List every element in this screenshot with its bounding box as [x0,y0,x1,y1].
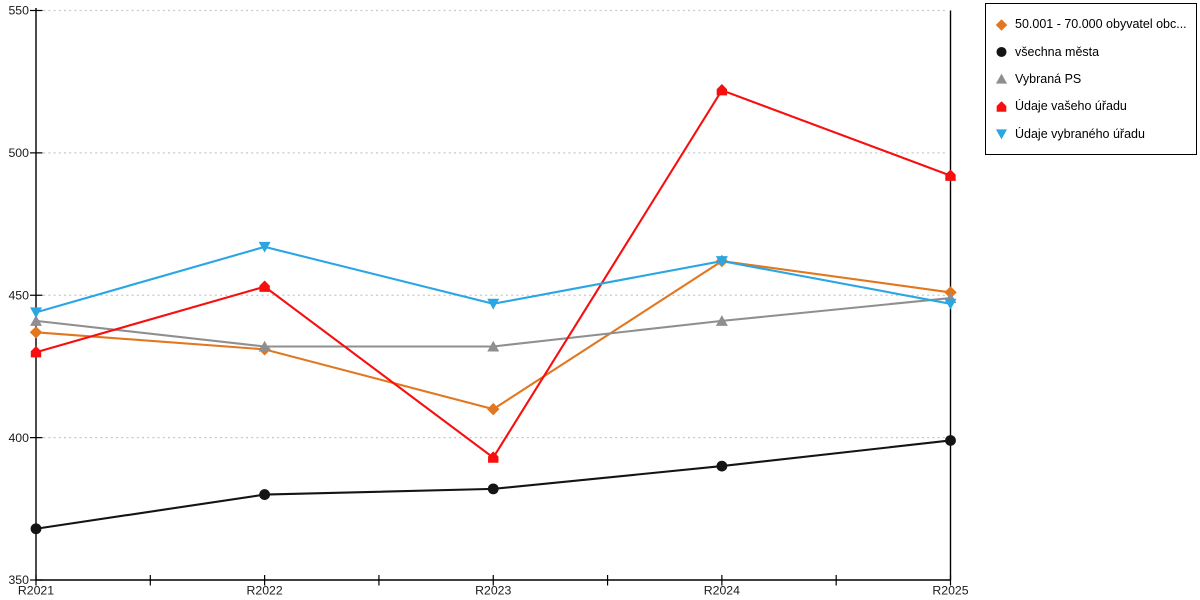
legend-item[interactable]: Údaje vašeho úřadu [986,99,1196,113]
legend-label: Údaje vybraného úřadu [1015,126,1145,141]
triangle-down-icon [995,129,1008,140]
pentagon-up-marker [259,280,270,292]
x-tick-label: R2023 [475,584,511,598]
legend-label: Údaje vašeho úřadu [1015,99,1127,114]
triangle-down-marker [944,298,957,310]
triangle-up-marker [258,340,271,352]
pentagon-up-marker [488,451,499,463]
triangle-up-marker [487,340,500,352]
series-4 [30,241,957,319]
triangle-down-marker [30,307,42,319]
series-3 [30,84,956,463]
triangle-down-marker [258,241,271,253]
circle-marker [259,489,271,500]
circle-marker [945,435,956,446]
pentagon-up-marker [945,169,956,181]
pentagon-up-marker [716,84,728,96]
legend-item[interactable]: Vybraná PS [986,72,1196,86]
legend-item[interactable]: 50.001 - 70.000 obyvatel obc... [986,17,1196,31]
pentagon-up-icon-shape [996,101,1007,112]
x-tick-label: R2025 [932,584,968,598]
pentagon-up-icon [996,101,1007,112]
circle-marker [487,483,499,495]
series-1 [30,435,956,535]
x-tick-label: R2024 [704,584,740,598]
triangle-up-marker [715,315,728,326]
legend-item[interactable]: Údaje vybraného úřadu [986,127,1196,141]
y-tick-label: 500 [8,146,29,160]
legend-item[interactable]: všechna města [986,45,1196,59]
circle-icon-shape [996,47,1007,58]
legend-label: Vybraná PS [1015,71,1082,86]
circle-marker [716,460,728,472]
legend-label: všechna města [1015,44,1100,59]
diamond-icon [995,19,1008,31]
y-tick-label: 400 [8,431,29,445]
y-tick-label: 350 [8,573,29,587]
triangle-down-icon-shape [995,129,1008,140]
diamond-marker [487,402,500,416]
diamond-icon-shape [995,19,1008,31]
x-tick-label: R2022 [247,584,283,598]
triangle-up-marker [30,315,42,326]
x-tick-label: R2021 [18,584,54,598]
triangle-down-marker [487,298,500,310]
triangle-up-icon [995,74,1008,85]
legend: 50.001 - 70.000 obyvatel obc... všechna m… [985,3,1197,155]
circle-icon [996,47,1007,58]
diamond-marker [29,326,43,339]
triangle-down-marker [715,256,728,267]
legend-label: 50.001 - 70.000 obyvatel obc... [1015,17,1187,32]
series-line [35,259,951,411]
pentagon-up-marker [30,346,42,358]
y-tick-label: 450 [8,288,29,302]
circle-marker [30,523,42,535]
y-tick-label: 550 [8,4,29,18]
triangle-up-icon-shape [995,74,1008,85]
